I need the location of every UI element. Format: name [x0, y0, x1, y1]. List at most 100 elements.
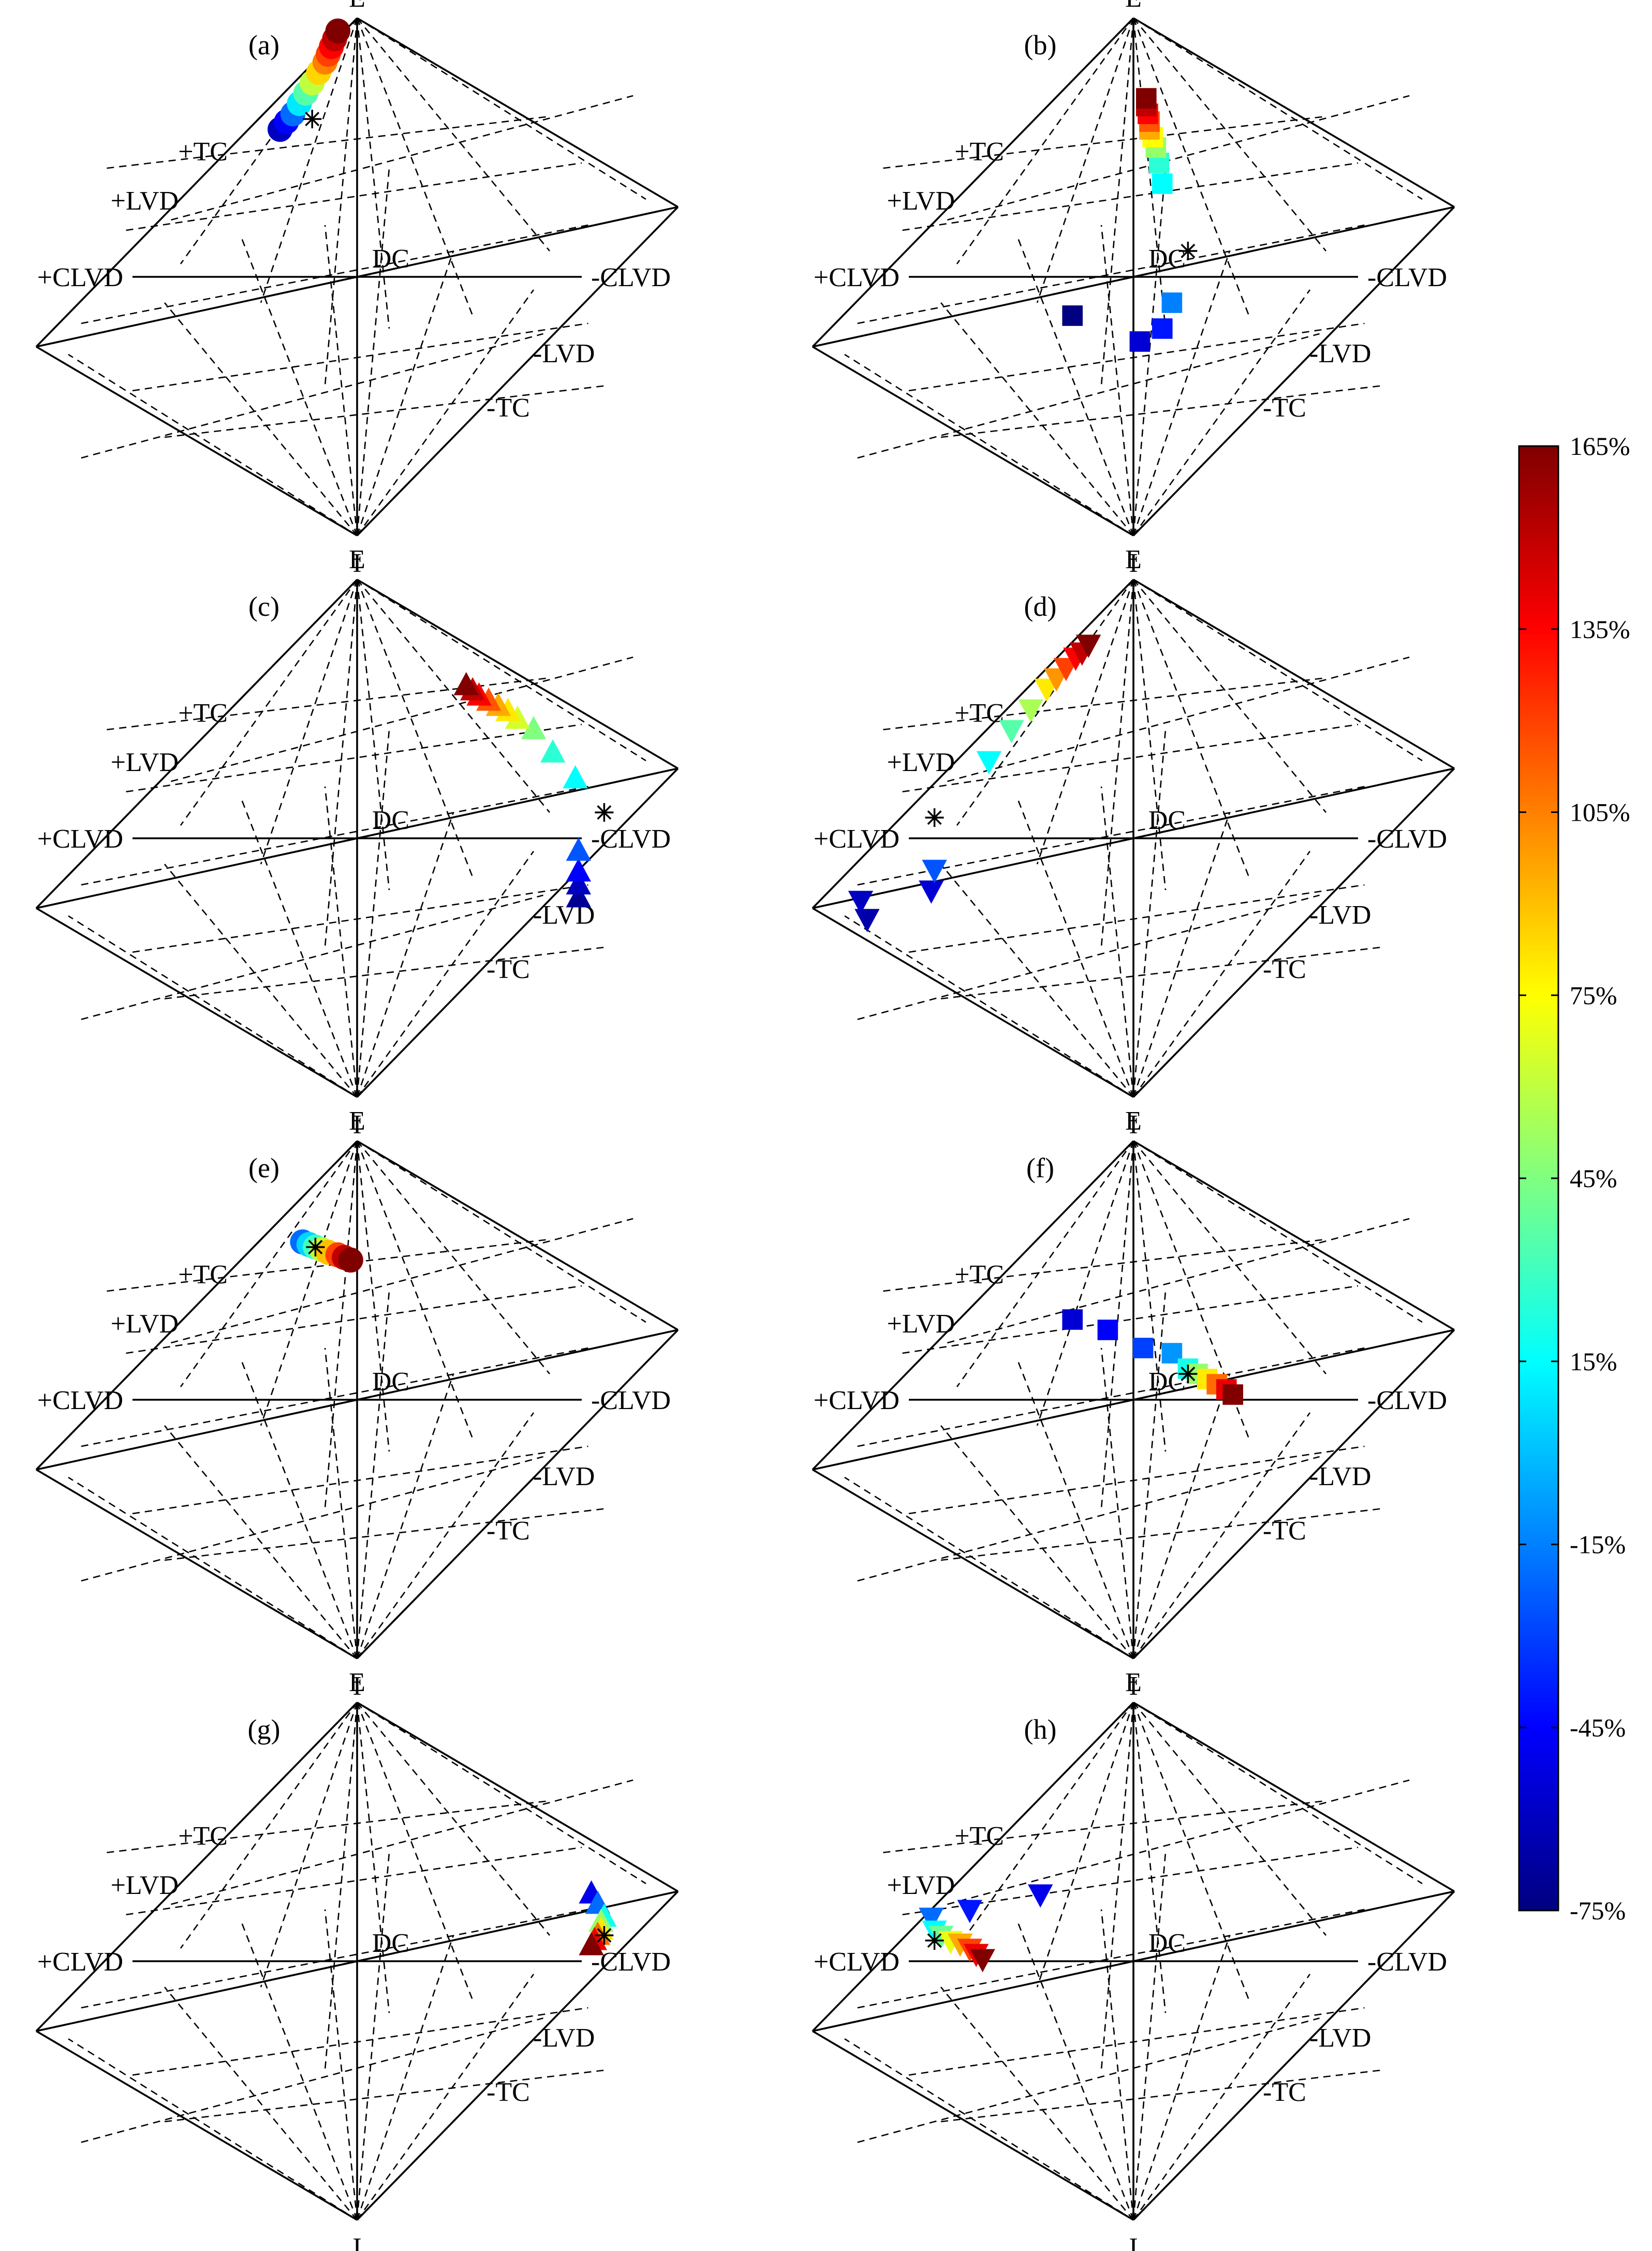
colorbar-tick-label: 135%	[1570, 615, 1630, 644]
label-tc-minus: -TC	[486, 955, 530, 984]
dashed-line	[902, 162, 1359, 231]
dashed-line	[180, 1141, 358, 1387]
frame-edge	[812, 907, 1134, 1098]
reference-star-marker	[1178, 1365, 1198, 1383]
panel-label: (e)	[248, 1152, 279, 1183]
frame-edge	[35, 17, 358, 348]
dashed-line	[126, 1846, 582, 1916]
label-top: E	[349, 545, 365, 574]
label-lvd-plus: +LVD	[111, 1871, 179, 1900]
data-point	[1129, 331, 1151, 352]
reference-star-marker	[1178, 242, 1198, 260]
dashed-line	[1100, 1347, 1134, 1659]
dashed-line	[132, 1445, 588, 1515]
dashed-line	[1017, 238, 1134, 536]
dashed-line	[940, 1507, 1384, 1561]
frame-edge	[36, 2030, 358, 2221]
dashed-line	[1133, 579, 1423, 762]
label-center: DC	[372, 244, 409, 274]
label-lvd-minus: -LVD	[533, 339, 595, 368]
dashed-line	[1133, 1140, 1423, 1323]
dashed-line	[164, 1987, 358, 2220]
label-tc-plus: +TC	[954, 1821, 1004, 1851]
dashed-line	[356, 168, 390, 536]
frame-edge	[36, 346, 358, 537]
label-top: E	[1125, 1106, 1142, 1136]
frame-edge	[1133, 1140, 1455, 1331]
dashed-line	[857, 333, 1320, 459]
frame-edge	[357, 1140, 679, 1331]
label-lvd-minus: -LVD	[533, 2023, 595, 2053]
dashed-line	[1036, 579, 1134, 865]
dashed-line	[324, 1141, 358, 1509]
dashed-line	[180, 579, 358, 826]
dashed-line	[324, 1702, 358, 2070]
reference-star-marker	[303, 110, 322, 128]
dashed-line	[1100, 579, 1134, 947]
dashed-line	[883, 1238, 1326, 1292]
data-point	[919, 1907, 944, 1931]
dashed-line	[956, 1141, 1134, 1387]
frame-edge	[357, 1701, 679, 1892]
dashed-line	[357, 1701, 646, 1885]
data-point	[1062, 305, 1083, 326]
label-top: E	[349, 0, 365, 13]
dashed-line	[844, 915, 1134, 1098]
frame-edge	[356, 1890, 679, 2221]
dashed-line	[107, 1800, 550, 1854]
data-point	[579, 1932, 604, 1956]
data-point	[976, 751, 1002, 775]
dashed-line	[857, 224, 1365, 324]
dashed-line	[1100, 1702, 1134, 2070]
diamond-panels: EI+CLVD-CLVDDC+TC+LVD-LVD-TC(a)EI+CLVD-C…	[35, 0, 1455, 2251]
dashed-line	[356, 851, 535, 1098]
frame-edge	[812, 579, 1134, 909]
label-right: -CLVD	[591, 1386, 671, 1415]
data-point	[1076, 634, 1101, 658]
dashed-line	[68, 915, 358, 1098]
dashed-line	[241, 238, 358, 536]
label-lvd-minus: -LVD	[1309, 2023, 1371, 2053]
dashed-line	[1132, 1412, 1311, 1659]
dashed-line	[908, 322, 1365, 392]
dashed-line	[356, 18, 390, 329]
data-point	[566, 858, 591, 882]
dashed-line	[171, 1218, 633, 1344]
dashed-line	[1132, 851, 1311, 1098]
label-top: E	[1125, 0, 1142, 13]
colorbar-tick-label: 15%	[1570, 1347, 1617, 1376]
dashed-line	[1133, 17, 1423, 200]
label-center: DC	[372, 1929, 409, 1958]
colorbar-tick-label: -15%	[1570, 1530, 1626, 1559]
dashed-line	[940, 946, 1384, 1000]
frame-edge	[356, 1329, 679, 1660]
frame-edge	[1132, 767, 1455, 1098]
dashed-line	[1132, 579, 1327, 813]
dashed-line	[857, 1456, 1320, 1582]
dashed-line	[1132, 579, 1250, 878]
dashed-line	[241, 1360, 358, 1659]
dashed-line	[1132, 250, 1231, 536]
label-bottom: I	[1129, 1671, 1138, 1701]
label-tc-plus: +TC	[178, 1260, 228, 1290]
label-tc-minus: -TC	[486, 1516, 530, 1546]
data-point	[563, 765, 588, 789]
dashed-line	[81, 1456, 543, 1582]
frame-edge	[36, 1469, 358, 1660]
label-bottom: I	[352, 2233, 361, 2251]
dashed-line	[324, 579, 358, 947]
colorbar-tick-label: 45%	[1570, 1164, 1617, 1193]
data-point	[1097, 1320, 1118, 1340]
frame-edge	[357, 579, 679, 769]
frame-edge	[1133, 17, 1455, 208]
label-bottom: I	[352, 1671, 361, 1701]
dashed-line	[947, 656, 1410, 782]
dashed-line	[940, 1425, 1134, 1659]
dashed-line	[164, 946, 608, 1000]
dashed-line	[171, 656, 633, 782]
